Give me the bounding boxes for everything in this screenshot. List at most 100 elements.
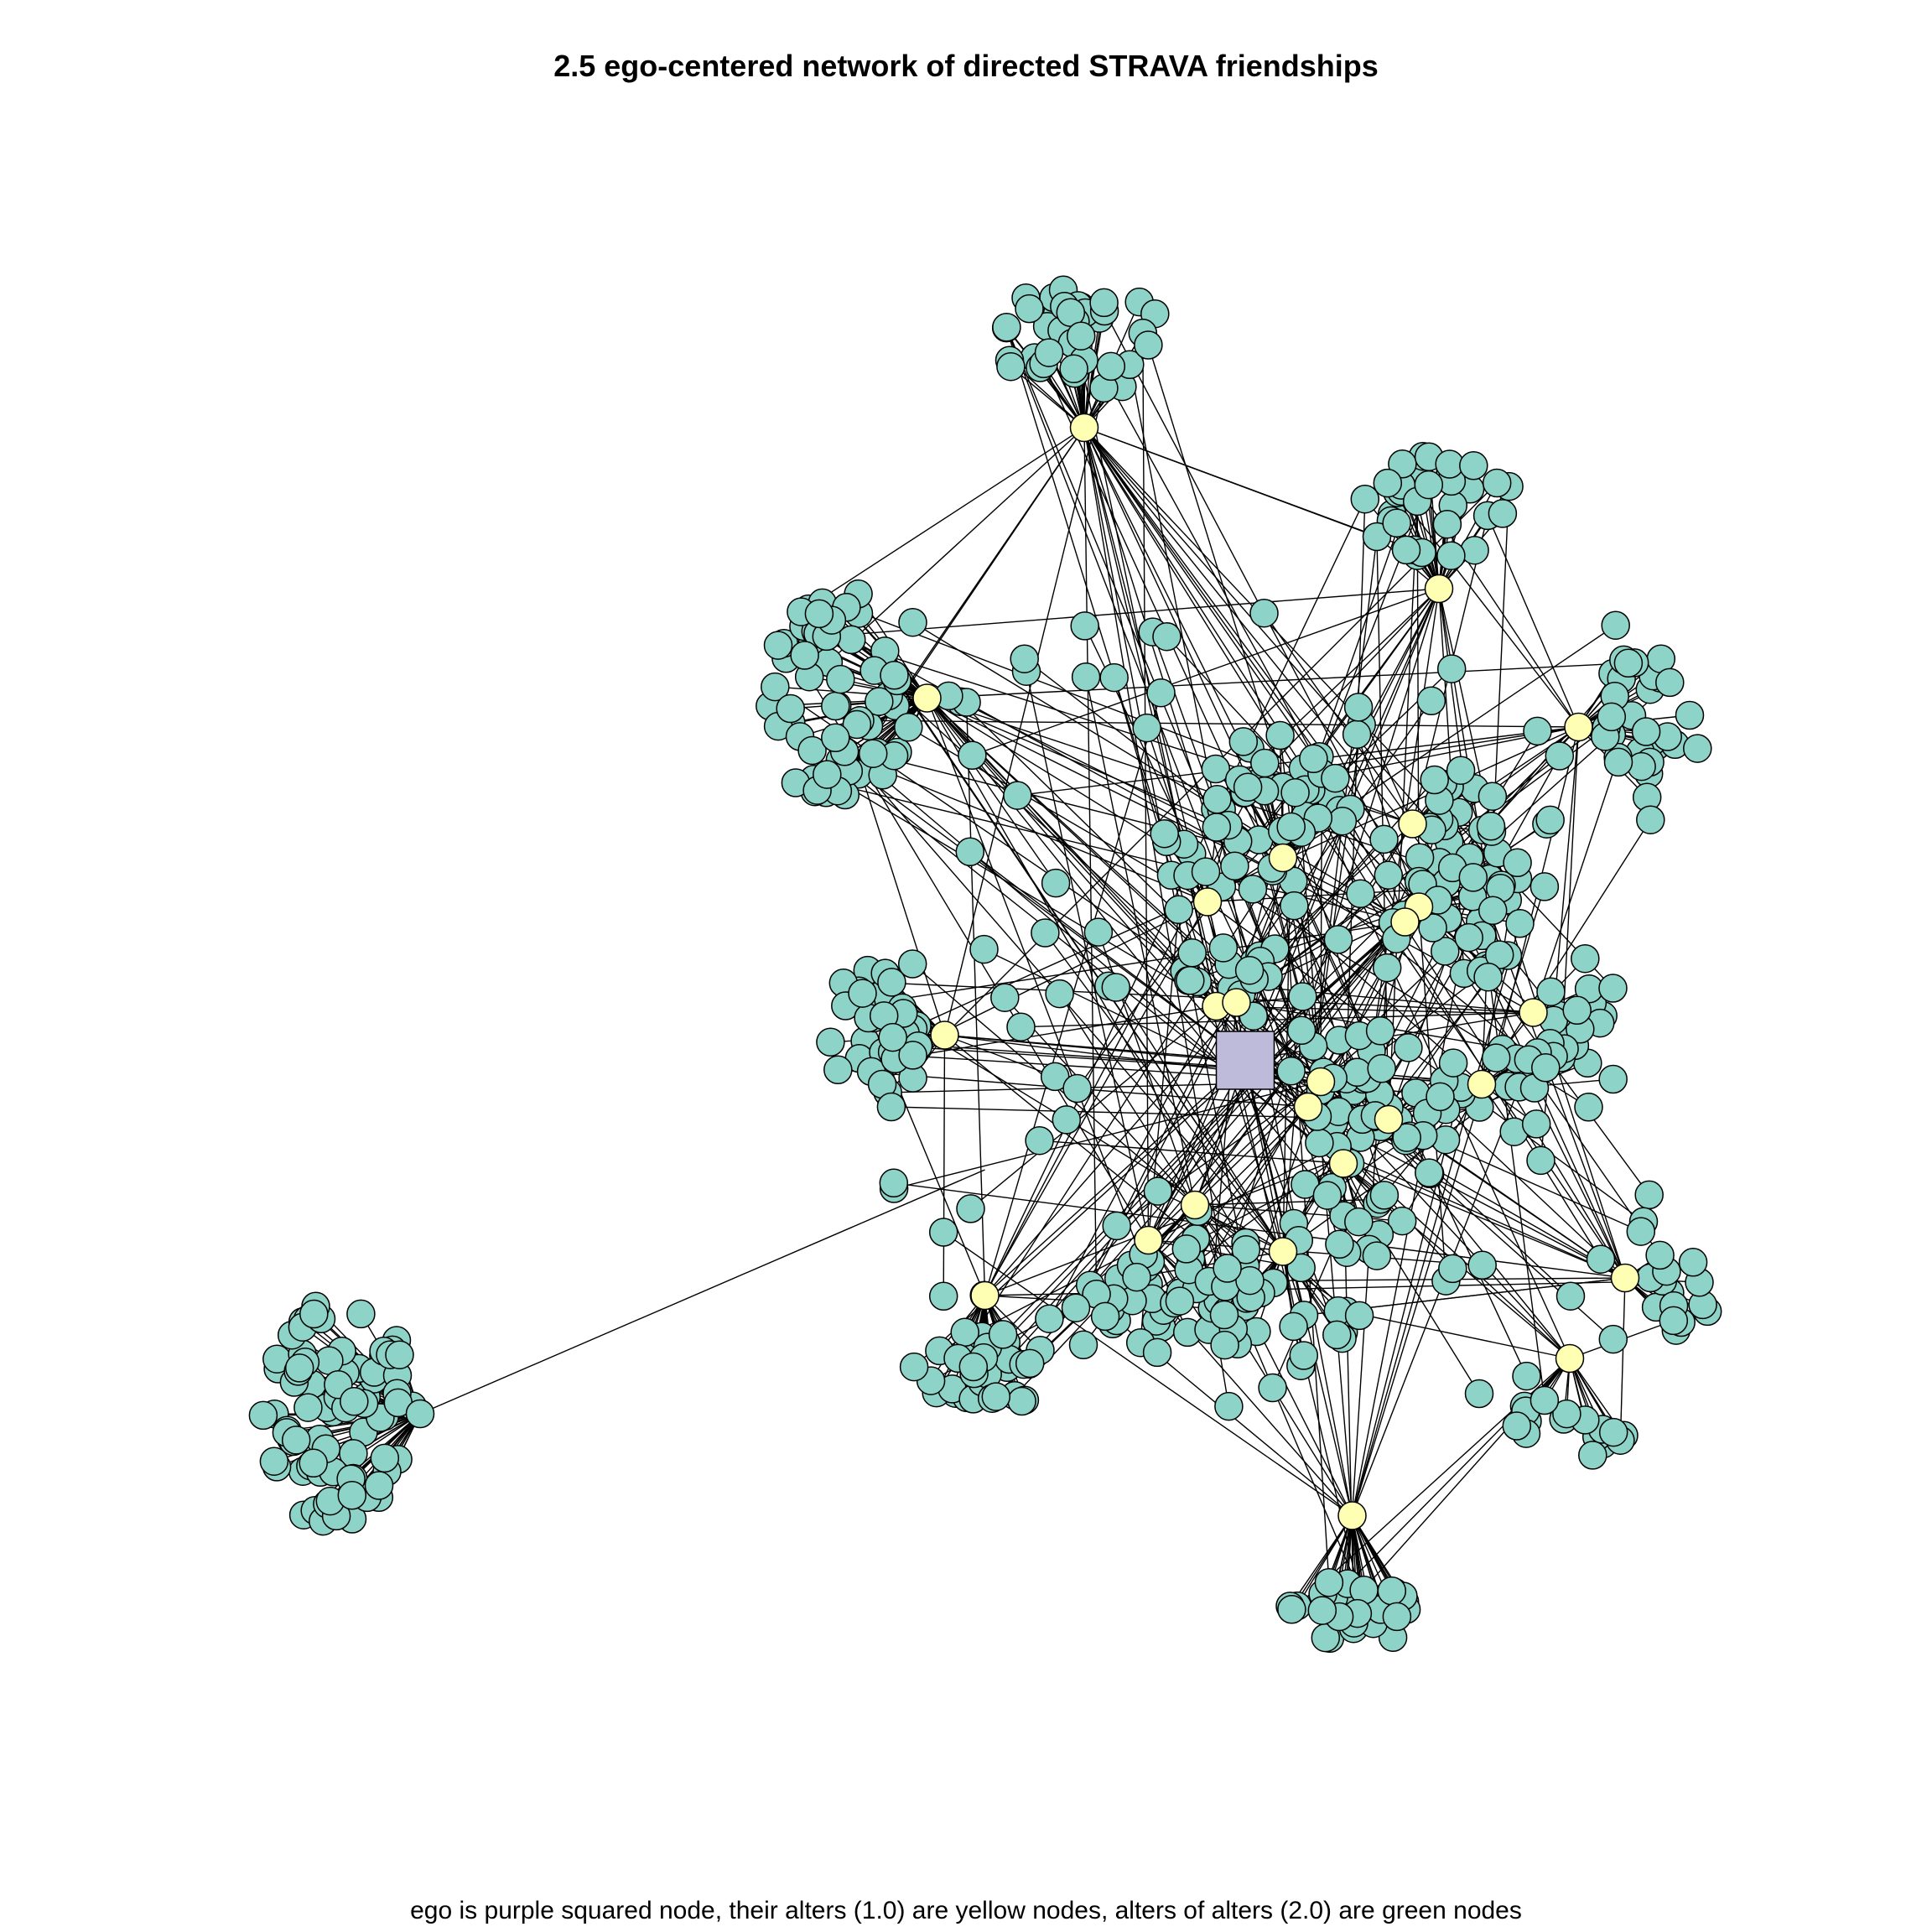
edge bbox=[1351, 1087, 1520, 1516]
edge bbox=[893, 1182, 1626, 1279]
alter-of-alter-node bbox=[1164, 895, 1193, 925]
alter-of-alter-node bbox=[894, 713, 923, 742]
alter-of-alter-node bbox=[1202, 813, 1232, 842]
alter-of-alter-node bbox=[1467, 1250, 1497, 1280]
alter-of-alter-node bbox=[1535, 805, 1565, 835]
alter-of-alter-node bbox=[1346, 879, 1375, 909]
edge bbox=[1253, 1015, 1571, 1359]
edge bbox=[1263, 612, 1414, 824]
alter-node bbox=[1268, 1237, 1298, 1266]
alter-of-alter-node bbox=[1613, 648, 1644, 678]
alter-of-alter-node bbox=[1369, 1181, 1400, 1210]
alter-of-alter-node bbox=[1083, 917, 1114, 947]
alter-of-alter-node bbox=[1460, 535, 1489, 565]
alter-of-alter-node bbox=[1191, 857, 1221, 886]
alter-of-alter-node bbox=[928, 1218, 958, 1247]
alter-node bbox=[1134, 1225, 1163, 1255]
alter-of-alter-node bbox=[876, 1092, 906, 1122]
alter-of-alter-node bbox=[1438, 1048, 1468, 1078]
alter-of-alter-node bbox=[1476, 812, 1506, 841]
alter-of-alter-node bbox=[1089, 288, 1119, 318]
alter-of-alter-node bbox=[1432, 509, 1462, 539]
alter-of-alter-node bbox=[897, 949, 927, 979]
alter-of-alter-node bbox=[1382, 1602, 1412, 1632]
plot-title: 2.5 ego-centered network of directed STR… bbox=[553, 49, 1379, 83]
edge bbox=[1085, 677, 1196, 1206]
alter-of-alter-node bbox=[1279, 1311, 1308, 1342]
alter-of-alter-node bbox=[1675, 700, 1705, 730]
edge bbox=[912, 901, 1208, 1048]
alter-node bbox=[1555, 1343, 1585, 1374]
edge bbox=[1021, 1011, 1534, 1028]
edge bbox=[1142, 333, 1150, 1241]
alter-of-alter-node bbox=[248, 1400, 278, 1431]
alter-node bbox=[1222, 988, 1251, 1017]
edge bbox=[948, 695, 1405, 923]
alter-of-alter-node bbox=[1132, 713, 1161, 743]
alter-of-alter-node bbox=[1233, 772, 1263, 802]
alter-of-alter-node bbox=[1142, 1337, 1172, 1368]
edge bbox=[1346, 1311, 1571, 1359]
alter-of-alter-node bbox=[1238, 875, 1268, 904]
edge bbox=[927, 662, 1635, 699]
alter-of-alter-node bbox=[293, 1393, 323, 1422]
edge bbox=[1115, 987, 1284, 1252]
alter-of-alter-node bbox=[1459, 451, 1488, 480]
alter-of-alter-node bbox=[1321, 763, 1350, 793]
alter-of-alter-node bbox=[1070, 611, 1099, 641]
alter-of-alter-node bbox=[1362, 522, 1392, 552]
alter-of-alter-node bbox=[1062, 1073, 1092, 1104]
alter-of-alter-node bbox=[1006, 1012, 1036, 1041]
alter-of-alter-node bbox=[1598, 1064, 1628, 1094]
alter-node bbox=[1328, 1149, 1358, 1178]
alter-of-alter-node bbox=[1265, 720, 1295, 750]
alter-of-alter-node bbox=[1041, 868, 1071, 898]
alter-of-alter-node bbox=[337, 1481, 367, 1510]
alter-of-alter-node bbox=[928, 1281, 958, 1311]
alter-of-alter-node bbox=[981, 1382, 1011, 1411]
edge bbox=[984, 901, 1208, 1296]
alter-of-alter-node bbox=[1071, 662, 1101, 692]
edge bbox=[1532, 756, 1619, 1013]
alter-of-alter-node bbox=[1426, 1082, 1455, 1112]
alter-of-alter-node bbox=[1598, 1324, 1628, 1354]
alter-of-alter-node bbox=[1280, 891, 1309, 921]
alter-of-alter-node bbox=[1280, 777, 1310, 808]
alter-of-alter-node bbox=[299, 1448, 328, 1478]
alter-of-alter-node bbox=[1416, 686, 1446, 716]
edge bbox=[1401, 463, 1580, 728]
alter-of-alter-node bbox=[1228, 727, 1259, 756]
edge bbox=[1042, 363, 1389, 1120]
alter-of-alter-node bbox=[790, 641, 819, 670]
alter-of-alter-node bbox=[1288, 982, 1317, 1011]
alter-of-alter-node bbox=[1031, 918, 1060, 948]
alter-of-alter-node bbox=[1659, 1306, 1689, 1336]
alter-of-alter-node bbox=[956, 1194, 985, 1223]
alter-of-alter-node bbox=[879, 1168, 909, 1198]
alter-of-alter-node bbox=[816, 1027, 845, 1057]
alter-of-alter-node bbox=[1597, 702, 1627, 732]
alter-of-alter-node bbox=[804, 599, 834, 629]
edge bbox=[1244, 1060, 1353, 1516]
alter-of-alter-node bbox=[1286, 1253, 1316, 1283]
alter-of-alter-node bbox=[1258, 1373, 1287, 1403]
edge bbox=[943, 1231, 1353, 1517]
alter-of-alter-node bbox=[1003, 781, 1032, 810]
alter-of-alter-node bbox=[1530, 872, 1560, 901]
edge bbox=[1349, 1162, 1626, 1279]
edge bbox=[1130, 1081, 1322, 1266]
alter-of-alter-node bbox=[340, 1387, 369, 1416]
alter-of-alter-node bbox=[955, 837, 985, 867]
alter-node bbox=[1306, 1067, 1336, 1097]
alter-of-alter-node bbox=[1052, 1105, 1082, 1135]
edge bbox=[1438, 482, 1498, 589]
edge bbox=[860, 719, 1579, 728]
alter-node bbox=[1424, 574, 1454, 604]
edge bbox=[970, 1005, 1217, 1209]
edge bbox=[1351, 1087, 1462, 1516]
edge bbox=[944, 1034, 1246, 1062]
alter-of-alter-node bbox=[1276, 812, 1306, 842]
alter-node bbox=[1467, 1069, 1497, 1099]
edge bbox=[1282, 756, 1561, 1252]
alter-node bbox=[1564, 712, 1593, 742]
